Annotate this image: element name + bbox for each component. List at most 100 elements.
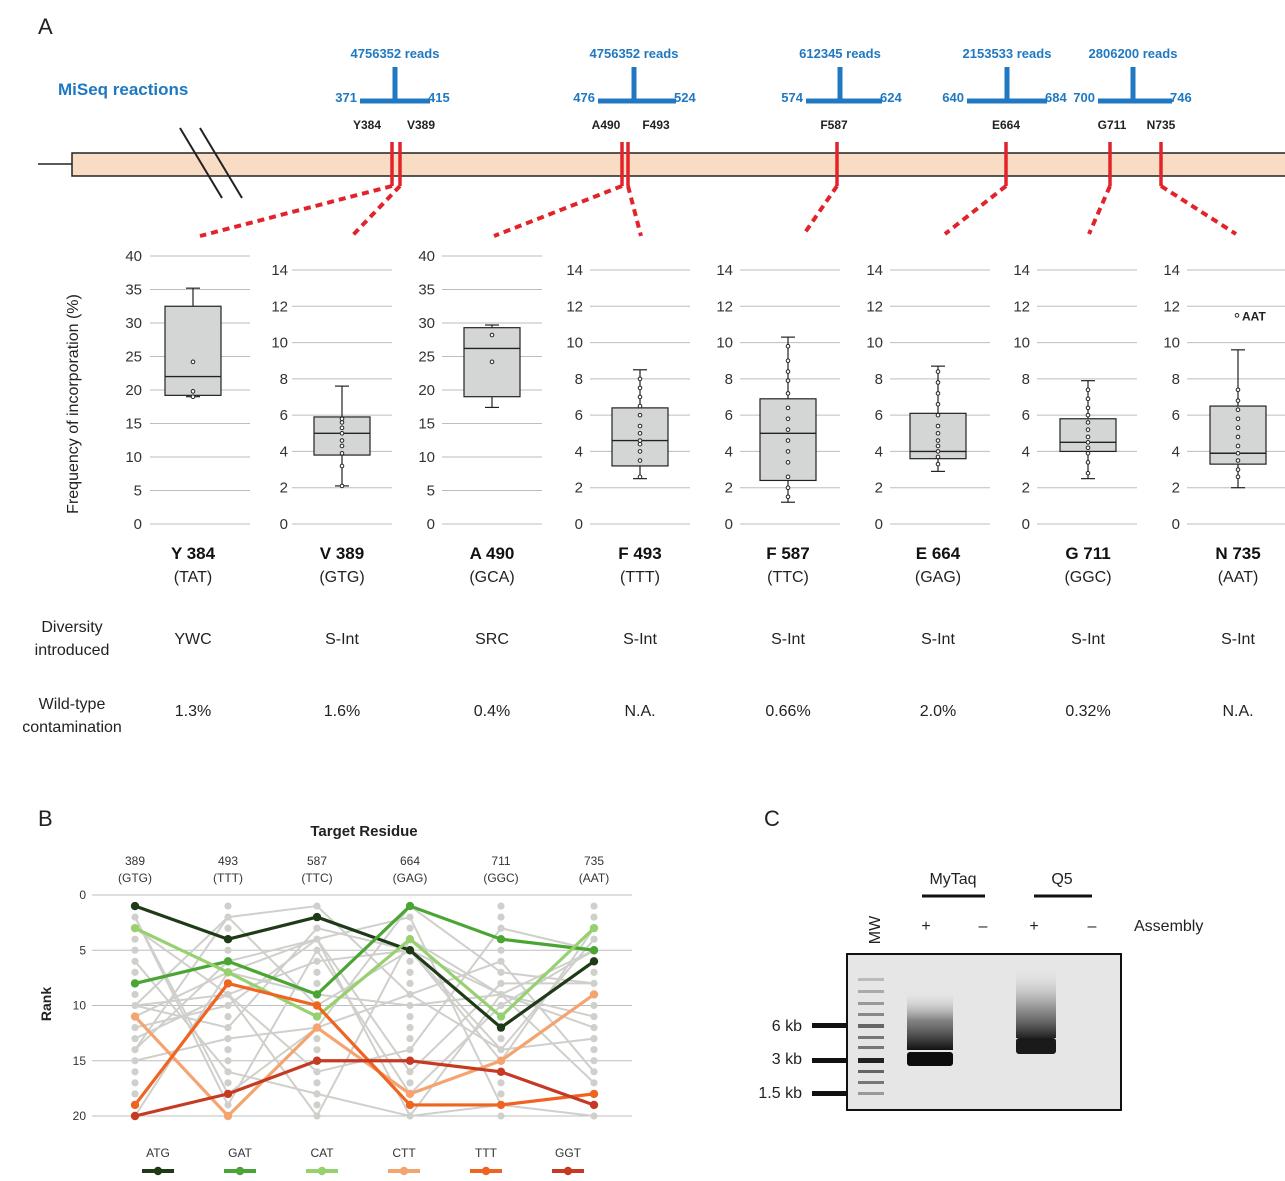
series-point <box>405 1089 415 1099</box>
mutation-site-markers <box>199 142 1238 238</box>
codon-label: (GGC) <box>1064 569 1111 586</box>
reaction-reads: 2806200 reads <box>1089 46 1178 61</box>
data-point <box>637 474 643 480</box>
data-point <box>339 443 345 449</box>
series-point <box>405 901 415 911</box>
codon-label: (GTG) <box>319 569 364 586</box>
legend-label: ATG <box>146 1146 170 1160</box>
rank-category-pos: 664 <box>400 854 420 868</box>
tick-label: 4 <box>575 443 583 460</box>
data-point <box>1085 440 1091 445</box>
tick-label: 8 <box>1172 371 1180 388</box>
tick-label: 6 <box>575 407 583 424</box>
tick-label: 2 <box>875 480 883 497</box>
tick-label: 2 <box>1172 480 1180 497</box>
data-point <box>785 474 791 480</box>
gel-panel: MyTaq Q5 MW + – + – Assembly 6 kb 3 <box>758 871 1203 1111</box>
ladder-lane <box>858 978 884 1095</box>
data-point <box>339 430 345 436</box>
tick-label: 10 <box>866 335 883 352</box>
residue-label: F 493 <box>618 544 661 563</box>
tick-label: 40 <box>418 248 435 265</box>
data-point <box>1235 474 1241 480</box>
codon-label: (TAT) <box>174 569 213 586</box>
tick-label: 2 <box>725 480 733 497</box>
site-marker <box>199 142 394 238</box>
data-point <box>1235 425 1241 431</box>
boxplot: 0 2 4 6 8 10 12 14 G 711 (GGC) S-Int 0.32% <box>1013 262 1137 720</box>
tick-label: 6 <box>725 407 733 424</box>
data-point <box>935 401 941 407</box>
gene-bar <box>71 152 1285 177</box>
series-point <box>405 1056 415 1065</box>
series-point <box>223 968 233 977</box>
series-point <box>589 923 599 933</box>
tick-label: 6 <box>280 407 288 424</box>
tick-label: 25 <box>418 349 435 366</box>
tick-label: 0 <box>280 516 288 533</box>
panel-label-b: B <box>38 806 53 831</box>
data-point <box>935 443 941 449</box>
residue-label: G 711 <box>1065 544 1110 563</box>
data-point <box>785 449 791 454</box>
rank-category-codon: (GAG) <box>393 871 428 885</box>
data-point <box>637 430 643 436</box>
site-marker <box>1159 142 1238 236</box>
rank-series-ggt: GGT <box>130 1056 599 1176</box>
reaction-start: 476 <box>573 90 595 105</box>
series-point <box>312 1012 322 1021</box>
series-point <box>405 946 415 955</box>
legend-label: CAT <box>310 1146 334 1160</box>
data-point <box>489 359 495 365</box>
boxplot: 0 2 4 6 8 10 12 14 F 493 (TTT) S-Int N.A. <box>566 262 690 720</box>
wildtype-value: 2.0% <box>920 703 956 720</box>
tick-label: 14 <box>566 262 583 279</box>
reaction-start: 640 <box>942 90 964 105</box>
rank-tick-label: 15 <box>73 1054 87 1068</box>
data-point <box>637 394 643 400</box>
tick-label: 4 <box>875 443 883 460</box>
boxplot: 0 2 4 6 8 10 12 14 V 389 (GTG) S-Int 1.6% <box>271 262 392 720</box>
mutation-label: V389 <box>407 118 435 132</box>
site-marker <box>802 142 839 236</box>
data-point <box>935 461 941 467</box>
wildtype-value: N.A. <box>1222 703 1253 720</box>
data-point <box>1085 387 1091 393</box>
iqr-box <box>164 305 222 396</box>
data-point <box>190 389 196 394</box>
tick-label: 14 <box>716 262 733 279</box>
residue-label: N 735 <box>1215 544 1260 563</box>
data-point <box>637 403 643 409</box>
tick-label: 6 <box>1172 407 1180 424</box>
data-point <box>785 358 791 364</box>
rank-series-atg: ATG <box>130 901 599 1176</box>
series-point <box>223 1111 233 1121</box>
y-axis-label: Frequency of incorporation (%) <box>65 294 82 514</box>
reaction-end: 415 <box>428 90 450 105</box>
residue-label: Y 384 <box>171 544 216 563</box>
tick-label: 14 <box>1013 262 1030 279</box>
data-point <box>339 450 345 456</box>
boxplot: 0 2 4 6 8 10 12 14 E 664 (GAG) S-Int 2.0% <box>866 262 990 720</box>
diversity-value: SRC <box>475 631 509 648</box>
data-point <box>935 423 941 429</box>
series-line <box>133 981 595 1107</box>
marker-6kb: 6 kb <box>772 1018 802 1035</box>
tick-label: 2 <box>1022 480 1030 497</box>
sign-lane-4: – <box>1088 918 1097 935</box>
tick-label: 10 <box>566 335 583 352</box>
series-point <box>496 1012 506 1021</box>
series-point <box>589 1089 599 1099</box>
legend-label: TTT <box>475 1146 498 1160</box>
tick-label: 20 <box>125 382 142 399</box>
tick-label: 12 <box>271 298 288 315</box>
tick-label: 14 <box>866 262 883 279</box>
wildtype-value: N.A. <box>624 703 655 720</box>
data-point <box>1235 434 1241 440</box>
series-point <box>130 979 140 988</box>
data-point <box>935 412 941 418</box>
series-point <box>312 1023 322 1032</box>
tick-label: 0 <box>1172 516 1180 533</box>
